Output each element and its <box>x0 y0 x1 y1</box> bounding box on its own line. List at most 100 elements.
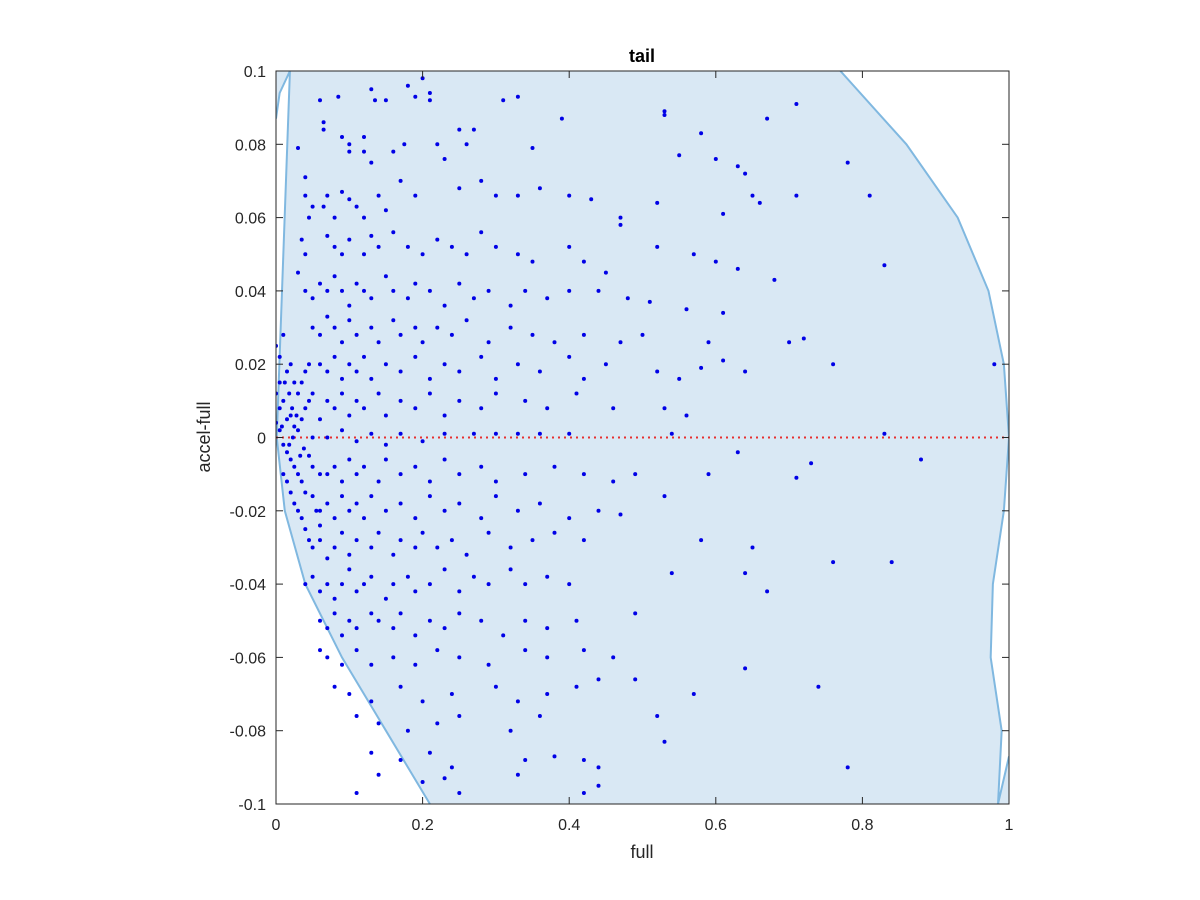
scatter-point <box>288 490 293 495</box>
scatter-point <box>596 288 601 293</box>
scatter-point <box>464 142 469 147</box>
scatter-point <box>420 699 425 704</box>
shaded-region-left-edge <box>276 71 431 804</box>
scatter-point <box>325 193 330 198</box>
scatter-point <box>303 252 308 257</box>
scatter-point <box>347 149 352 154</box>
scatter-point <box>336 94 341 99</box>
scatter-point <box>574 391 579 396</box>
scatter-point <box>376 193 381 198</box>
scatter-point <box>332 325 337 330</box>
scatter-point <box>347 413 352 418</box>
scatter-point <box>618 340 623 345</box>
scatter-point <box>285 479 289 484</box>
scatter-point <box>735 266 740 271</box>
scatter-point <box>794 475 799 480</box>
scatter-point <box>340 340 344 345</box>
scatter-point <box>318 508 322 513</box>
scatter-point <box>398 501 403 506</box>
scatter-point <box>369 750 374 755</box>
scatter-point <box>427 582 432 587</box>
x-tick-label: 0 <box>272 817 281 834</box>
scatter-point <box>318 538 322 543</box>
scatter-point <box>515 252 520 257</box>
scatter-point <box>677 153 682 158</box>
scatter-point <box>347 618 352 623</box>
scatter-point <box>581 791 586 795</box>
scatter-point <box>398 538 403 543</box>
scatter-point <box>633 472 638 477</box>
y-tick-label: 0.08 <box>235 137 266 154</box>
scatter-point <box>713 259 718 264</box>
scatter-point <box>281 442 286 447</box>
scatter-point <box>413 281 418 286</box>
scatter-point <box>347 237 352 242</box>
scatter-point <box>457 186 462 191</box>
scatter-point <box>567 193 572 198</box>
scatter-point <box>369 545 374 550</box>
scatter-point <box>515 362 520 367</box>
scatter-point <box>325 233 330 238</box>
scatter-point <box>669 571 674 576</box>
scatter-point <box>493 244 498 249</box>
scatter-point <box>332 596 337 601</box>
scatter-point <box>354 791 359 795</box>
scatter-point <box>290 406 295 411</box>
tick-marks-layer <box>275 70 1010 805</box>
scatter-point <box>420 530 425 535</box>
scatter-point <box>611 406 616 411</box>
scatter-point <box>530 146 535 150</box>
scatter-point <box>589 197 594 202</box>
scatter-point <box>281 398 286 403</box>
scatter-point <box>340 428 344 433</box>
scatter-point <box>457 472 462 477</box>
scatter-point <box>457 589 462 594</box>
scatter-point <box>325 314 330 319</box>
scatter-point <box>545 406 550 411</box>
scatter-point <box>699 365 704 370</box>
scatter-point <box>603 362 608 367</box>
scatter-point <box>442 413 447 418</box>
scatter-point <box>383 508 388 513</box>
scatter-point <box>369 494 374 499</box>
scatter-point <box>340 530 344 535</box>
scatter-point <box>457 398 462 403</box>
scatter-point <box>603 270 608 275</box>
scatter-point <box>567 244 572 249</box>
scatter-point <box>340 582 344 587</box>
scatter-point <box>354 472 359 477</box>
scatter-point <box>369 699 374 704</box>
scatter-point <box>706 472 711 477</box>
scatter-point <box>285 450 289 455</box>
scatter-point <box>288 362 293 367</box>
scatter-point <box>427 618 432 623</box>
scatter-point <box>479 406 484 411</box>
scatter-point <box>398 472 403 477</box>
scatter-point <box>442 303 447 308</box>
scatter-point <box>413 406 418 411</box>
scatter-point <box>596 765 601 770</box>
scatter-point <box>706 340 711 345</box>
scatter-point <box>285 369 289 374</box>
scatter-point <box>347 552 352 557</box>
scatter-point <box>369 296 374 301</box>
scatter-point <box>515 193 520 198</box>
scatter-point <box>310 296 315 301</box>
scatter-point <box>321 120 326 125</box>
scatter-point <box>332 274 337 279</box>
y-tick-label: -0.06 <box>230 650 267 667</box>
scatter-point <box>691 692 696 696</box>
scatter-point <box>640 332 645 337</box>
scatter-point <box>677 376 682 381</box>
scatter-point <box>279 424 284 429</box>
scatter-point <box>457 655 462 660</box>
scatter-point <box>347 197 352 202</box>
scatter-point <box>325 655 330 660</box>
scatter-point <box>292 464 297 469</box>
scatter-point <box>699 131 704 136</box>
scatter-point <box>493 391 498 396</box>
scatter-point <box>354 589 359 594</box>
scatter-point <box>493 193 498 198</box>
scatter-point <box>362 354 366 359</box>
scatter-point <box>515 508 520 513</box>
